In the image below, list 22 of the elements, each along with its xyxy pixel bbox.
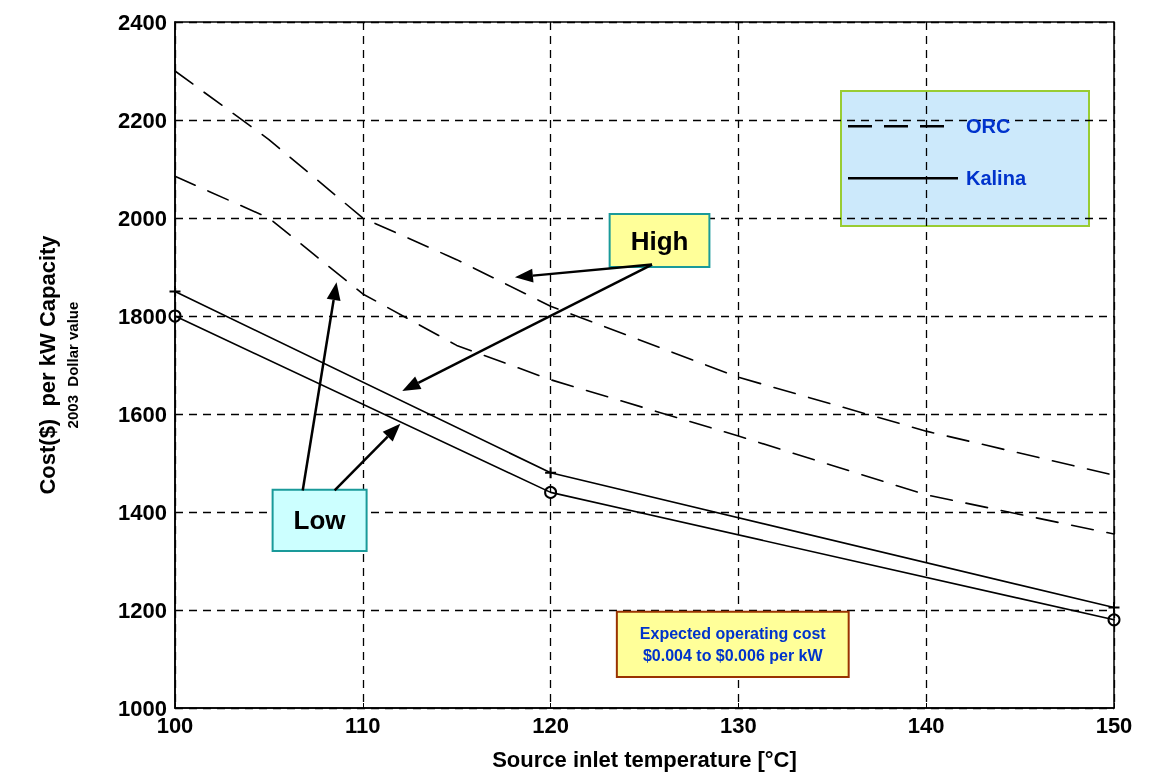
point [1107,613,1121,627]
legend-label: ORC [966,115,1011,137]
x-tick-label: 150 [1095,712,1133,738]
annotation: High [630,225,689,256]
y-axis-title: Cost($) per kW Capacity 2003 Dollar value [34,234,81,495]
y-tick-label: 1200 [118,597,167,623]
y-tick-label: 2200 [118,107,167,133]
x-tick-label: 140 [907,712,945,738]
y-tick-label: 1600 [118,401,167,427]
annotation: Expected operating cost $0.004 to $0.006 per kW [639,625,827,664]
annotation: Low [293,505,347,536]
point [544,485,558,499]
legend-label: Kalina [966,167,1027,189]
x-tick-label: 110 [345,712,381,738]
y-tick-label: 2000 [118,205,167,231]
y-tick-label: 1400 [118,499,167,525]
y-tick-label: 1800 [118,303,167,329]
point [168,309,182,323]
x-axis-title: Source inlet temperature [°C] [492,746,797,772]
x-tick-label: 120 [532,712,569,738]
x-tick-label: 130 [720,712,757,738]
y-tick-label: 2400 [118,9,167,35]
